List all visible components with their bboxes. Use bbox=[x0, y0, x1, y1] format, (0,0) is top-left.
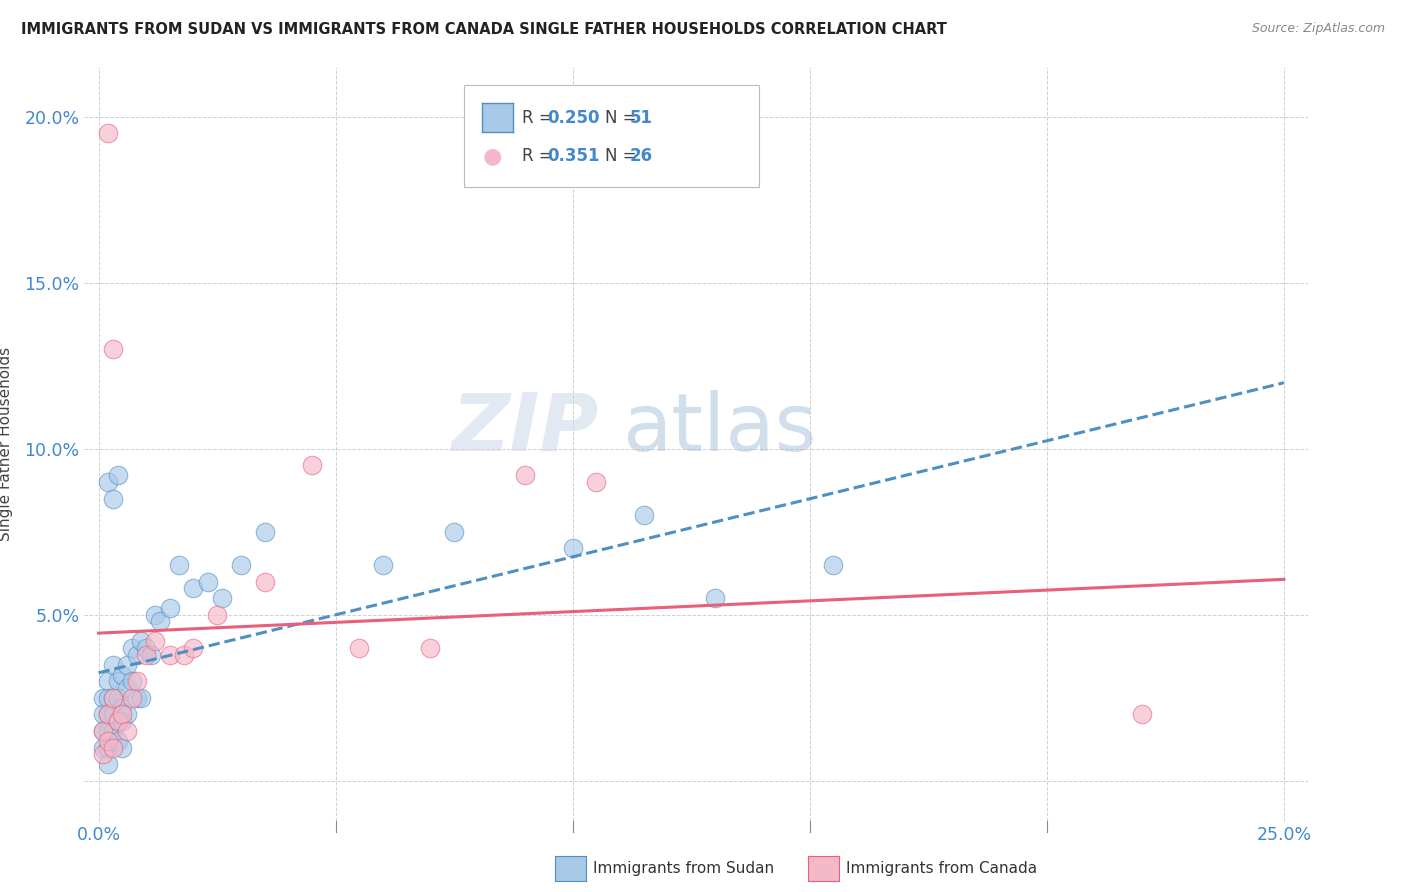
Point bbox=[97, 723, 120, 738]
Point bbox=[561, 541, 583, 556]
Point bbox=[111, 707, 134, 722]
Text: atlas: atlas bbox=[623, 390, 817, 467]
Point bbox=[703, 591, 725, 606]
Point bbox=[101, 707, 124, 722]
Point bbox=[91, 723, 114, 738]
Text: ●: ● bbox=[482, 146, 502, 166]
Point bbox=[159, 601, 181, 615]
Point bbox=[823, 558, 845, 572]
Point bbox=[515, 468, 537, 483]
Text: N =: N = bbox=[605, 147, 641, 165]
Point bbox=[91, 747, 114, 762]
Point bbox=[111, 667, 134, 681]
Point bbox=[129, 690, 152, 705]
Point bbox=[145, 634, 167, 648]
Point bbox=[229, 558, 252, 572]
Point bbox=[91, 723, 114, 738]
Text: IMMIGRANTS FROM SUDAN VS IMMIGRANTS FROM CANADA SINGLE FATHER HOUSEHOLDS CORRELA: IMMIGRANTS FROM SUDAN VS IMMIGRANTS FROM… bbox=[21, 22, 948, 37]
Text: 0.351: 0.351 bbox=[547, 147, 599, 165]
Point bbox=[301, 458, 323, 473]
Text: ZIP: ZIP bbox=[451, 390, 598, 467]
Text: R =: R = bbox=[522, 109, 558, 127]
Text: Source: ZipAtlas.com: Source: ZipAtlas.com bbox=[1251, 22, 1385, 36]
Point bbox=[101, 342, 124, 356]
Point bbox=[115, 723, 138, 738]
Point bbox=[121, 674, 143, 689]
Point bbox=[371, 558, 394, 572]
Point bbox=[97, 674, 120, 689]
Point bbox=[101, 657, 124, 672]
Y-axis label: Single Father Households: Single Father Households bbox=[0, 347, 13, 541]
Point bbox=[443, 524, 465, 539]
Point bbox=[129, 634, 152, 648]
Point bbox=[121, 690, 143, 705]
Point bbox=[115, 681, 138, 695]
Point bbox=[111, 740, 134, 755]
Point bbox=[125, 648, 148, 662]
Text: R =: R = bbox=[522, 147, 558, 165]
Text: 26: 26 bbox=[630, 147, 652, 165]
Point bbox=[101, 690, 124, 705]
Point bbox=[197, 574, 219, 589]
Point bbox=[111, 714, 134, 728]
Point bbox=[101, 491, 124, 506]
Point bbox=[121, 640, 143, 655]
Point bbox=[107, 714, 129, 728]
Point bbox=[349, 640, 371, 655]
Point bbox=[91, 707, 114, 722]
Point bbox=[97, 707, 120, 722]
Point bbox=[253, 574, 276, 589]
Point bbox=[145, 607, 167, 622]
Point bbox=[183, 640, 205, 655]
Point bbox=[205, 607, 228, 622]
Text: N =: N = bbox=[605, 109, 641, 127]
Point bbox=[633, 508, 655, 523]
Point bbox=[167, 558, 190, 572]
Point bbox=[97, 690, 120, 705]
Text: Immigrants from Sudan: Immigrants from Sudan bbox=[593, 862, 775, 876]
Point bbox=[135, 648, 157, 662]
Point bbox=[107, 690, 129, 705]
Point bbox=[97, 126, 120, 140]
Point bbox=[585, 475, 607, 489]
Point bbox=[139, 648, 162, 662]
Point bbox=[183, 581, 205, 595]
Point bbox=[97, 757, 120, 772]
Point bbox=[253, 524, 276, 539]
Point bbox=[115, 707, 138, 722]
Point bbox=[173, 648, 195, 662]
Point bbox=[1130, 707, 1153, 722]
Point bbox=[125, 690, 148, 705]
Point bbox=[101, 740, 124, 755]
Point bbox=[97, 740, 120, 755]
Point bbox=[97, 475, 120, 489]
Point bbox=[97, 734, 120, 748]
Text: Immigrants from Canada: Immigrants from Canada bbox=[846, 862, 1038, 876]
Point bbox=[125, 674, 148, 689]
Point bbox=[135, 640, 157, 655]
Point bbox=[111, 700, 134, 714]
Point bbox=[211, 591, 233, 606]
Point bbox=[97, 707, 120, 722]
Point bbox=[91, 690, 114, 705]
Point bbox=[159, 648, 181, 662]
Point bbox=[91, 740, 114, 755]
Point bbox=[419, 640, 441, 655]
Point bbox=[107, 714, 129, 728]
Point bbox=[107, 674, 129, 689]
Text: 0.250: 0.250 bbox=[547, 109, 599, 127]
Point bbox=[101, 690, 124, 705]
Text: 51: 51 bbox=[630, 109, 652, 127]
Point bbox=[107, 468, 129, 483]
Point bbox=[101, 723, 124, 738]
Point bbox=[115, 657, 138, 672]
Point bbox=[107, 734, 129, 748]
Point bbox=[149, 615, 172, 629]
